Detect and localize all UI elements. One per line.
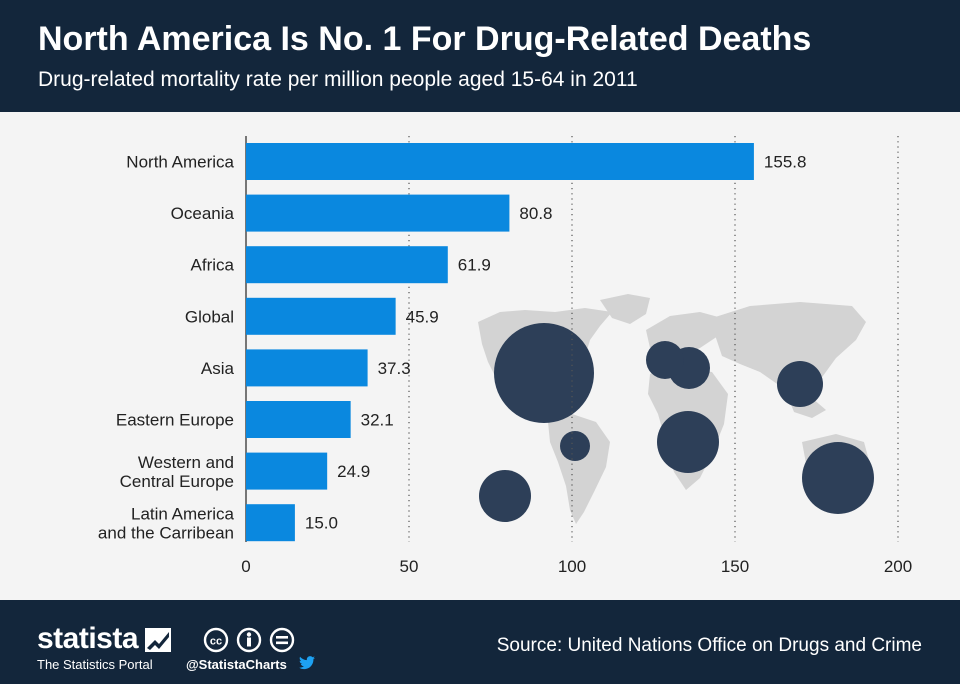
brand-tagline: The Statistics Portal: [37, 657, 153, 672]
bars: [246, 143, 754, 542]
bar-value-label: 80.8: [519, 204, 552, 223]
cc-icon: cc: [203, 627, 229, 653]
statista-logo-icon: [145, 628, 171, 652]
bar: [246, 246, 448, 284]
bar-value-label: 24.9: [337, 462, 370, 481]
region-bubble: [646, 341, 684, 379]
category-labels: North America Oceania Africa Global Asia East…: [98, 153, 235, 543]
bar: [246, 401, 351, 438]
category-label: Global: [185, 307, 234, 326]
x-tick-label: 150: [721, 557, 749, 576]
chart-subtitle: Drug-related mortality rate per million …: [38, 68, 638, 91]
category-label: Asia: [201, 359, 235, 378]
bar: [246, 349, 368, 387]
region-bubble: [802, 442, 874, 514]
plot-area: 155.8 80.8 61.9 45.9 37.3 32.1 24.9 15.0 North …: [0, 112, 960, 600]
region-bubble: [479, 470, 531, 522]
region-bubbles: [479, 323, 874, 522]
region-bubble: [494, 323, 594, 423]
bar-value-label: 61.9: [458, 256, 491, 275]
region-bubble: [777, 361, 823, 407]
x-tick-label: 100: [558, 557, 586, 576]
bar: [246, 297, 396, 335]
svg-text:cc: cc: [210, 636, 222, 648]
chart-title: North America Is No. 1 For Drug-Related …: [38, 20, 812, 58]
brand-logo-text[interactable]: statista: [37, 622, 139, 655]
region-bubble: [657, 411, 719, 473]
bar: [246, 504, 295, 542]
x-tick-label: 200: [884, 557, 912, 576]
twitter-bird-icon[interactable]: [299, 656, 315, 670]
bar-value-label: 45.9: [406, 307, 439, 326]
bar-value-label: 155.8: [764, 153, 807, 172]
bar: [246, 143, 754, 180]
bar-value-label: 32.1: [361, 411, 394, 430]
creative-commons-icons[interactable]: cc: [203, 626, 295, 654]
bar-value-label: 15.0: [305, 514, 338, 533]
bar-chart: 155.8 80.8 61.9 45.9 37.3 32.1 24.9 15.0 North …: [98, 136, 912, 576]
category-label: Oceania: [171, 204, 235, 223]
footer: statista The Statistics Portal cc @Stati…: [0, 600, 960, 684]
attribution-icon: [236, 627, 262, 653]
twitter-handle[interactable]: @StatistaCharts: [186, 657, 287, 672]
category-label: Western and Central Europe: [120, 453, 234, 491]
category-label: North America: [126, 153, 234, 172]
x-tick-label: 0: [241, 557, 250, 576]
source-note: Source: United Nations Office on Drugs a…: [496, 635, 922, 656]
x-tick-label: 50: [400, 557, 419, 576]
bar-value-label: 37.3: [378, 359, 411, 378]
bar: [246, 194, 510, 232]
category-label: Latin America and the Carribean: [98, 505, 235, 543]
category-label: Africa: [191, 256, 235, 275]
no-derivatives-icon: [269, 627, 295, 653]
bar: [246, 452, 328, 490]
value-labels: 155.8 80.8 61.9 45.9 37.3 32.1 24.9 15.0: [305, 153, 807, 533]
region-bubble: [560, 431, 590, 461]
header: North America Is No. 1 For Drug-Related …: [0, 0, 960, 112]
category-label: Eastern Europe: [116, 411, 234, 430]
x-tick-labels: 0 50 100 150 200: [241, 557, 912, 576]
